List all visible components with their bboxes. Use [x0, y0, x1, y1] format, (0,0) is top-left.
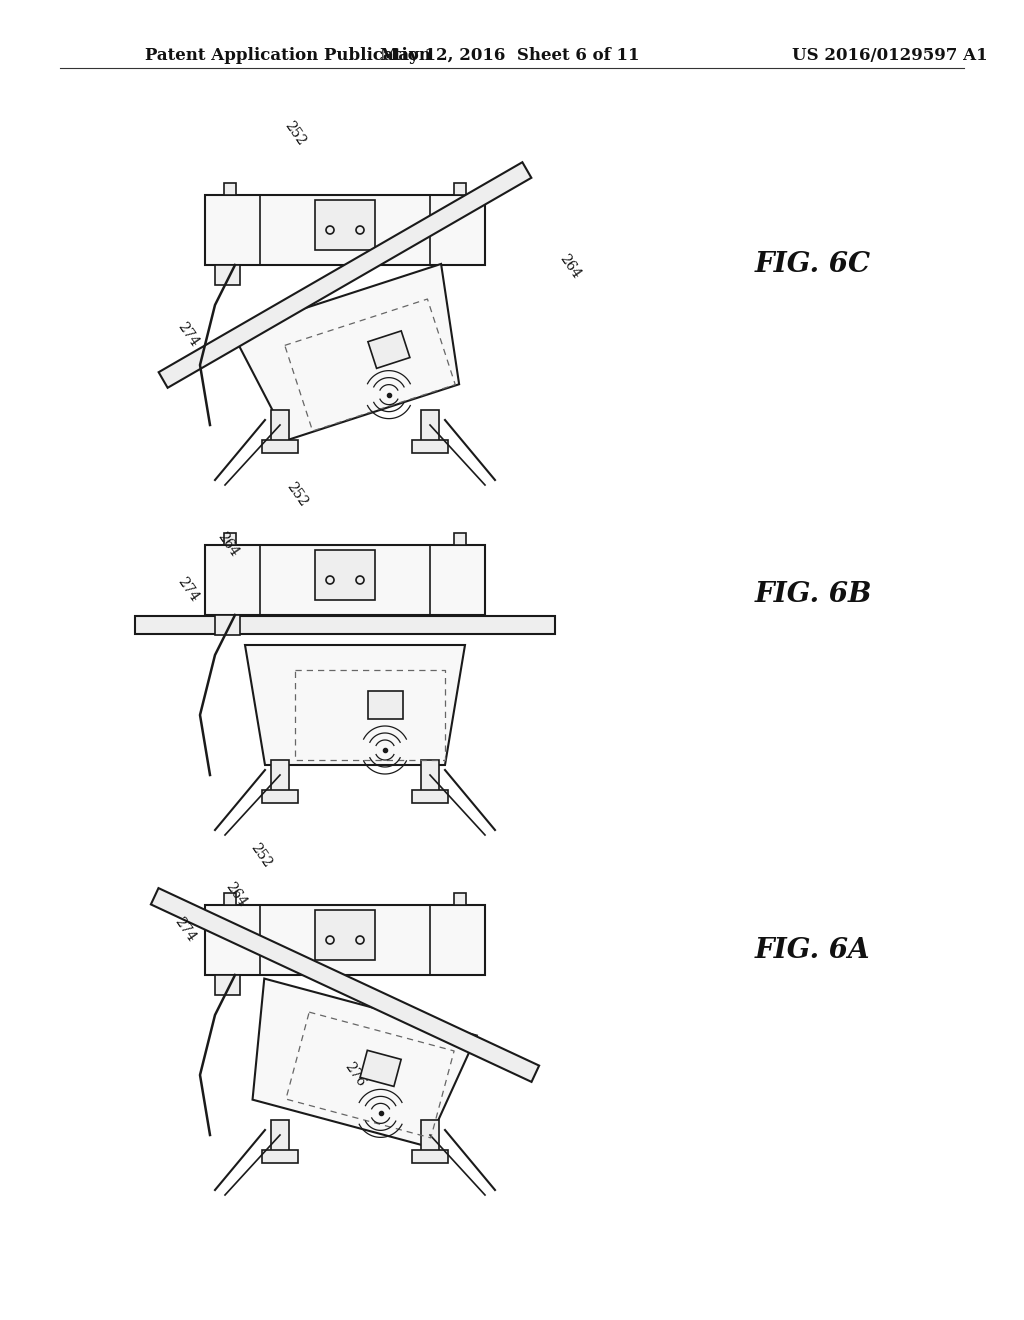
Text: 252: 252: [284, 479, 310, 508]
Polygon shape: [454, 183, 466, 195]
Polygon shape: [271, 760, 289, 795]
Polygon shape: [262, 1150, 298, 1163]
Polygon shape: [315, 909, 375, 960]
Polygon shape: [454, 533, 466, 545]
Polygon shape: [245, 645, 465, 766]
Polygon shape: [421, 760, 439, 795]
Polygon shape: [412, 789, 449, 803]
Polygon shape: [271, 411, 289, 445]
Polygon shape: [215, 975, 240, 995]
Text: 264: 264: [557, 252, 584, 281]
Polygon shape: [454, 894, 466, 906]
Polygon shape: [360, 1051, 401, 1086]
Polygon shape: [253, 978, 477, 1146]
Text: FIG. 6A: FIG. 6A: [755, 936, 870, 964]
Text: 264: 264: [215, 531, 242, 560]
Text: May 12, 2016  Sheet 6 of 11: May 12, 2016 Sheet 6 of 11: [380, 46, 640, 63]
Polygon shape: [368, 331, 410, 368]
Polygon shape: [205, 545, 485, 615]
Polygon shape: [421, 1119, 439, 1155]
Text: FIG. 6B: FIG. 6B: [755, 582, 872, 609]
Polygon shape: [231, 264, 459, 440]
Text: 274: 274: [175, 576, 202, 605]
Polygon shape: [135, 616, 555, 634]
Text: US 2016/0129597 A1: US 2016/0129597 A1: [793, 46, 988, 63]
Text: Patent Application Publication: Patent Application Publication: [145, 46, 431, 63]
Polygon shape: [205, 195, 485, 265]
Polygon shape: [224, 183, 236, 195]
Polygon shape: [412, 1150, 449, 1163]
Text: 274: 274: [175, 321, 202, 350]
Polygon shape: [315, 201, 375, 249]
Polygon shape: [412, 440, 449, 453]
Polygon shape: [159, 162, 531, 388]
Text: 252: 252: [248, 841, 274, 870]
Text: 252: 252: [282, 119, 308, 148]
Polygon shape: [368, 690, 402, 719]
Polygon shape: [151, 888, 539, 1082]
Text: 274: 274: [172, 915, 199, 945]
Text: FIG. 6C: FIG. 6C: [755, 252, 871, 279]
Text: 276: 276: [342, 1060, 369, 1090]
Polygon shape: [224, 894, 236, 906]
Polygon shape: [262, 789, 298, 803]
Polygon shape: [215, 265, 240, 285]
Polygon shape: [262, 440, 298, 453]
Text: 264: 264: [222, 880, 249, 909]
Polygon shape: [271, 1119, 289, 1155]
Polygon shape: [315, 550, 375, 601]
Polygon shape: [205, 906, 485, 975]
Polygon shape: [215, 615, 240, 635]
Polygon shape: [421, 411, 439, 445]
Polygon shape: [224, 533, 236, 545]
